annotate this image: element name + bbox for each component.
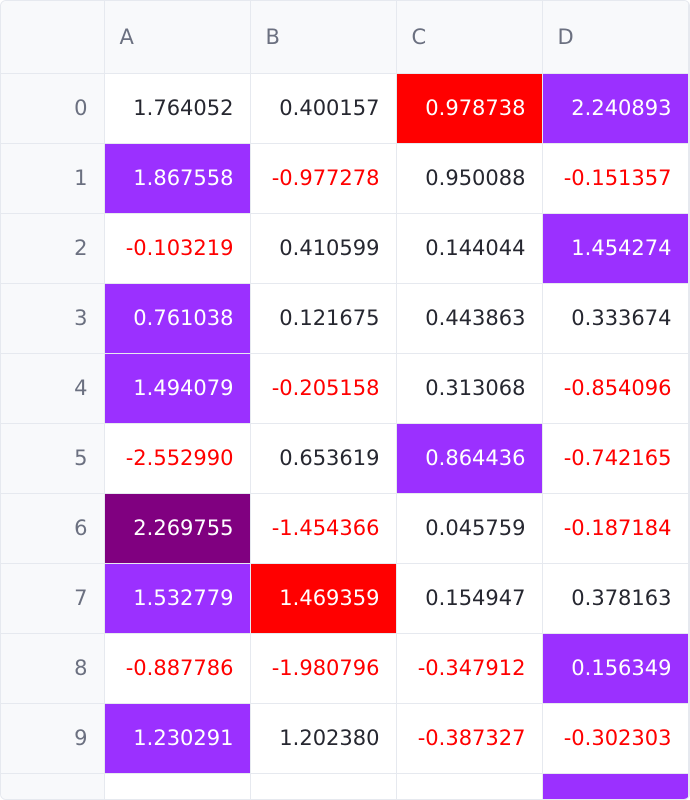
cell-c[interactable] (396, 773, 543, 799)
cell-d[interactable]: 2.240893 (542, 73, 689, 144)
table-row (1, 773, 689, 799)
cell-c[interactable]: 0.313068 (396, 353, 543, 424)
cell-d[interactable]: 0.378163 (542, 563, 689, 634)
table-row: 6 2.269755 -1.454366 0.045759 -0.187184 (1, 493, 689, 564)
cell-b[interactable]: 0.410599 (250, 213, 397, 284)
cell-d[interactable]: -0.742165 (542, 423, 689, 494)
cell-a[interactable]: 1.867558 (104, 143, 251, 214)
cell-a[interactable]: 1.764052 (104, 73, 251, 144)
cell-d[interactable]: -0.854096 (542, 353, 689, 424)
column-header-a[interactable]: A (104, 1, 251, 74)
cell-a[interactable]: -0.887786 (104, 633, 251, 704)
row-index: 1 (1, 143, 105, 214)
cell-a[interactable] (104, 773, 251, 799)
table-row: 7 1.532779 1.469359 0.154947 0.378163 (1, 563, 689, 634)
column-header-b[interactable]: B (250, 1, 397, 74)
table-row: 9 1.230291 1.202380 -0.387327 -0.302303 (1, 703, 689, 774)
cell-a[interactable]: 2.269755 (104, 493, 251, 564)
cell-a[interactable]: -0.103219 (104, 213, 251, 284)
row-index: 5 (1, 423, 105, 494)
cell-a[interactable]: 0.761038 (104, 283, 251, 354)
table-row: 5 -2.552990 0.653619 0.864436 -0.742165 (1, 423, 689, 494)
cell-a[interactable]: 1.230291 (104, 703, 251, 774)
cell-c[interactable]: 0.045759 (396, 493, 543, 564)
row-index: 4 (1, 353, 105, 424)
cell-b[interactable]: -1.454366 (250, 493, 397, 564)
cell-d[interactable]: -0.187184 (542, 493, 689, 564)
column-header-d[interactable]: D (542, 1, 689, 74)
column-header-c[interactable]: C (396, 1, 543, 74)
cell-d[interactable]: 0.333674 (542, 283, 689, 354)
cell-b[interactable]: -1.980796 (250, 633, 397, 704)
cell-a[interactable]: 1.494079 (104, 353, 251, 424)
table-row: 4 1.494079 -0.205158 0.313068 -0.854096 (1, 353, 689, 424)
cell-b[interactable]: 0.121675 (250, 283, 397, 354)
table-row: 8 -0.887786 -1.980796 -0.347912 0.156349 (1, 633, 689, 704)
cell-c[interactable]: 0.864436 (396, 423, 543, 494)
row-index: 7 (1, 563, 105, 634)
cell-b[interactable]: 0.400157 (250, 73, 397, 144)
cell-b[interactable]: 0.653619 (250, 423, 397, 494)
cell-b[interactable]: -0.977278 (250, 143, 397, 214)
row-index: 2 (1, 213, 105, 284)
row-index: 9 (1, 703, 105, 774)
row-index: 8 (1, 633, 105, 704)
cell-a[interactable]: 1.532779 (104, 563, 251, 634)
cell-c[interactable]: -0.347912 (396, 633, 543, 704)
cell-b[interactable]: 1.469359 (250, 563, 397, 634)
cell-c[interactable]: 0.443863 (396, 283, 543, 354)
table-row: 2 -0.103219 0.410599 0.144044 1.454274 (1, 213, 689, 284)
row-index: 0 (1, 73, 105, 144)
table-row: 1 1.867558 -0.977278 0.950088 -0.151357 (1, 143, 689, 214)
cell-b[interactable] (250, 773, 397, 799)
header-row: A B C D (1, 1, 689, 74)
cell-d[interactable] (542, 773, 689, 799)
row-index (1, 773, 105, 799)
table-row: 0 1.764052 0.400157 0.978738 2.240893 (1, 73, 689, 144)
cell-a[interactable]: -2.552990 (104, 423, 251, 494)
table-body: 0 1.764052 0.400157 0.978738 2.240893 1 1.8675… (1, 73, 689, 799)
cell-d[interactable]: -0.151357 (542, 143, 689, 214)
cell-c[interactable]: 0.978738 (396, 73, 543, 144)
cell-d[interactable]: 1.454274 (542, 213, 689, 284)
cell-c[interactable]: -0.387327 (396, 703, 543, 774)
table-row: 3 0.761038 0.121675 0.443863 0.333674 (1, 283, 689, 354)
cell-d[interactable]: 0.156349 (542, 633, 689, 704)
cell-c[interactable]: 0.950088 (396, 143, 543, 214)
cell-b[interactable]: 1.202380 (250, 703, 397, 774)
cell-b[interactable]: -0.205158 (250, 353, 397, 424)
row-index: 6 (1, 493, 105, 564)
cell-d[interactable]: -0.302303 (542, 703, 689, 774)
cell-c[interactable]: 0.144044 (396, 213, 543, 284)
index-header (1, 1, 105, 74)
cell-c[interactable]: 0.154947 (396, 563, 543, 634)
row-index: 3 (1, 283, 105, 354)
